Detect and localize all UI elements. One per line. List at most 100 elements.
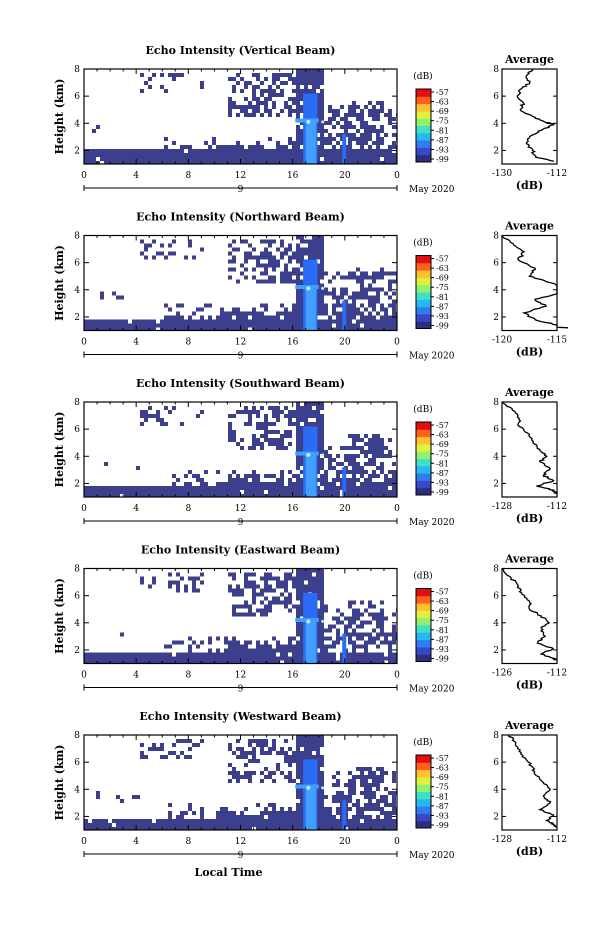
avg-y-tick-label: 8 xyxy=(493,398,499,408)
echo-cell xyxy=(368,636,372,641)
echo-cell xyxy=(300,458,304,462)
echo-cell xyxy=(376,799,380,803)
echo-cell xyxy=(296,775,300,779)
echo-cell xyxy=(296,572,300,577)
echo-cell xyxy=(244,267,248,272)
echo-cell xyxy=(92,327,96,331)
echo-cell xyxy=(360,157,364,161)
echo-cell xyxy=(312,247,316,252)
echo-cell xyxy=(340,117,344,121)
echo-cell xyxy=(252,596,256,601)
echo-cell xyxy=(116,327,120,331)
echo-cell xyxy=(300,628,304,633)
echo-cell xyxy=(236,660,240,664)
echo-cell xyxy=(240,652,244,657)
echo-cell xyxy=(364,319,368,324)
echo-cell xyxy=(360,771,364,775)
echo-cell xyxy=(268,97,272,101)
echo-cell xyxy=(360,600,364,605)
echo-cell xyxy=(280,478,284,482)
y-tick-label: 6 xyxy=(74,259,80,269)
echo-cell xyxy=(296,402,300,406)
echo-cell xyxy=(252,470,256,474)
echo-cell xyxy=(364,129,368,133)
echo-cell xyxy=(348,125,352,129)
avg-y-tick-label: 2 xyxy=(493,146,499,156)
echo-cell xyxy=(160,747,164,751)
echo-cell xyxy=(284,576,288,581)
echo-cell xyxy=(368,799,372,803)
echo-cell xyxy=(244,819,248,823)
echo-cell xyxy=(388,315,392,320)
echo-cell xyxy=(380,823,384,827)
echo-cell xyxy=(124,161,128,164)
echo-cell xyxy=(172,656,176,661)
echo-cell xyxy=(244,648,248,653)
echo-cell xyxy=(168,149,172,153)
echo-cell xyxy=(304,584,308,589)
echo-cell xyxy=(344,291,348,296)
echo-cell xyxy=(88,157,92,161)
bright-echo xyxy=(306,119,311,124)
avg-profile-line xyxy=(501,401,558,495)
colorbar-segment xyxy=(416,480,431,489)
avg-profile-line xyxy=(501,568,558,661)
echo-cell xyxy=(216,470,220,474)
echo-cell xyxy=(376,656,380,661)
echo-cell xyxy=(320,267,324,272)
echo-cell xyxy=(284,311,288,316)
echo-cell xyxy=(252,486,256,490)
echo-cell xyxy=(376,299,380,304)
echo-cell xyxy=(324,311,328,316)
echo-cell xyxy=(232,588,236,593)
echo-cell xyxy=(368,283,372,288)
echo-cell xyxy=(92,823,96,827)
echo-cell xyxy=(300,418,304,422)
echo-cell xyxy=(200,807,204,811)
echo-cell xyxy=(296,466,300,470)
echo-cell xyxy=(316,239,320,244)
echo-cell xyxy=(276,811,280,815)
echo-cell xyxy=(300,576,304,581)
x-tick-label: 12 xyxy=(235,837,246,847)
echo-cell xyxy=(252,307,256,312)
echo-cell xyxy=(216,636,220,641)
echo-cell xyxy=(364,137,368,141)
echo-cell xyxy=(352,640,356,645)
echo-cell xyxy=(300,584,304,589)
echo-cell xyxy=(332,117,336,121)
echo-cell xyxy=(392,315,396,320)
echo-cell xyxy=(356,486,360,490)
echo-cell xyxy=(252,255,256,260)
echo-cell xyxy=(364,779,368,783)
echo-cell xyxy=(188,239,192,244)
echo-cell xyxy=(348,105,352,109)
echo-cell xyxy=(376,327,380,331)
y-tick-label: 4 xyxy=(74,785,80,795)
echo-cell xyxy=(92,652,96,657)
echo-cell xyxy=(304,247,308,252)
echo-cell xyxy=(232,576,236,581)
echo-cell xyxy=(260,739,264,743)
echo-cell xyxy=(304,81,308,85)
echo-cell xyxy=(356,652,360,657)
echo-cell xyxy=(388,791,392,795)
echo-cell xyxy=(364,652,368,657)
echo-cell xyxy=(380,640,384,645)
echo-cell xyxy=(260,608,264,613)
echo-cell xyxy=(228,827,232,830)
echo-cell xyxy=(348,327,352,331)
echo-cell xyxy=(276,486,280,490)
colorbar-segment xyxy=(416,422,431,430)
echo-cell xyxy=(376,482,380,486)
echo-cell xyxy=(344,121,348,125)
echo-cell xyxy=(288,97,292,101)
echo-cell xyxy=(376,775,380,779)
colorbar-segment xyxy=(416,776,431,785)
echo-cell xyxy=(184,153,188,157)
echo-cell xyxy=(332,458,336,462)
echo-cell xyxy=(292,145,296,149)
echo-cell xyxy=(308,247,312,252)
echo-cell xyxy=(260,93,264,97)
x-tick-label: 8 xyxy=(185,504,191,514)
